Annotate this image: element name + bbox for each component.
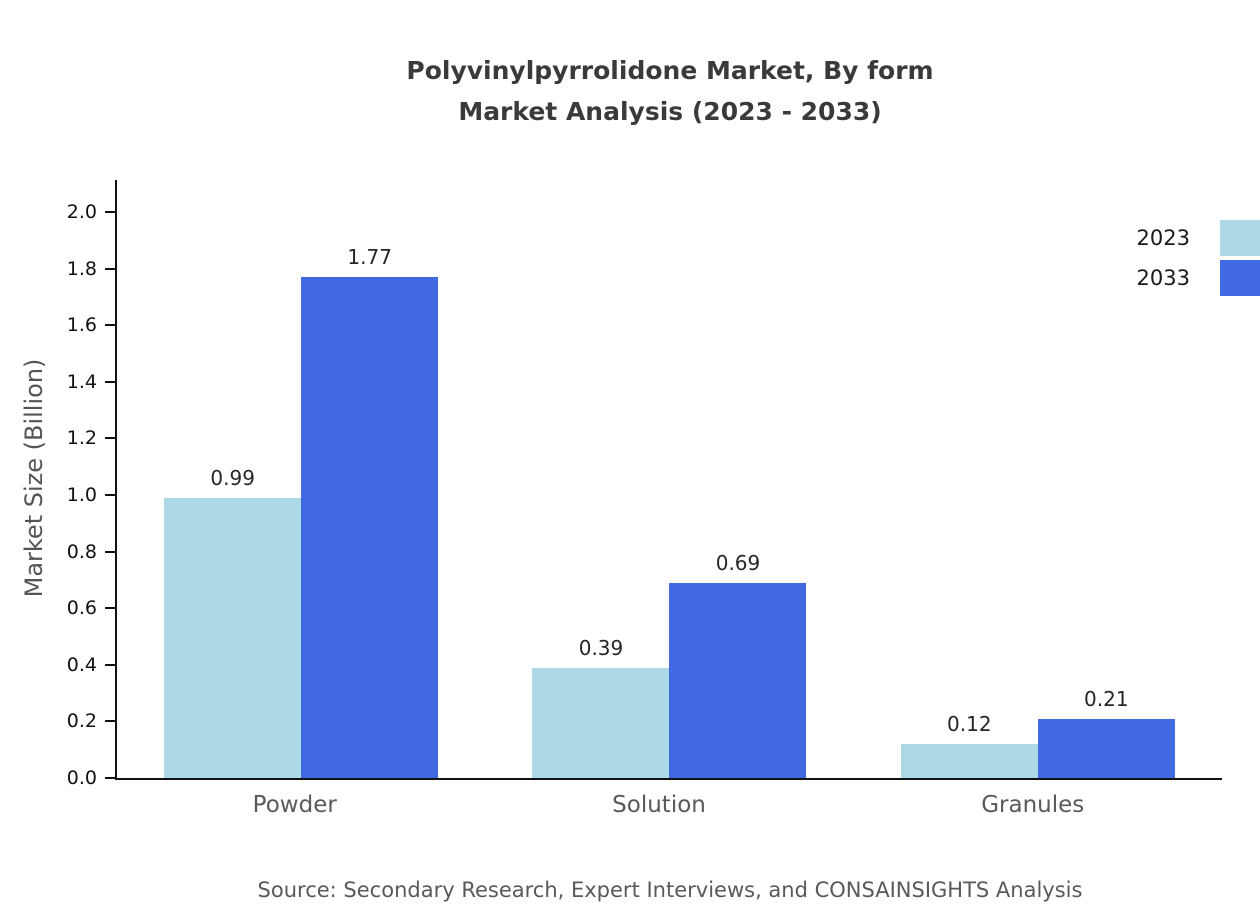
y-tick: 1.6 bbox=[67, 314, 115, 336]
y-tick-label: 0.2 bbox=[66, 710, 97, 733]
bar-granules-2023: 0.12 bbox=[900, 712, 1038, 778]
legend-swatch bbox=[1220, 220, 1260, 256]
y-tick: 1.2 bbox=[67, 427, 115, 449]
y-tick-label: 1.4 bbox=[66, 370, 97, 393]
y-tick: 2.0 bbox=[67, 201, 115, 223]
y-tick: 1.0 bbox=[67, 484, 115, 506]
y-tick-label: 0.0 bbox=[66, 767, 97, 789]
y-tick: 1.4 bbox=[67, 371, 115, 393]
bar-value-label: 0.21 bbox=[1084, 686, 1129, 711]
y-tick: 0.6 bbox=[67, 597, 115, 619]
x-category-label-solution: Solution bbox=[612, 792, 706, 818]
y-tick-label: 1.0 bbox=[66, 483, 97, 506]
y-tick-label: 1.2 bbox=[66, 427, 97, 450]
chart-title: Polyvinylpyrrolidone Market, By form Mar… bbox=[80, 50, 1260, 132]
bar-powder-2033: 1.77 bbox=[301, 245, 439, 778]
y-tick: 0.4 bbox=[67, 654, 115, 676]
legend-swatch bbox=[1220, 260, 1260, 296]
bar-value-label: 0.99 bbox=[210, 465, 255, 490]
bar-value-label: 0.69 bbox=[715, 550, 761, 575]
bar-value-label: 1.77 bbox=[347, 245, 392, 270]
legend: 2023 2033 bbox=[1090, 218, 1260, 298]
bar-value-label: 0.12 bbox=[947, 712, 992, 737]
y-axis-label: Market Size (Billion) bbox=[20, 358, 48, 598]
chart-title-line1: Polyvinylpyrrolidone Market, By form bbox=[406, 56, 934, 85]
bar-solution-2033: 0.69 bbox=[669, 551, 807, 778]
y-tick-label: 0.8 bbox=[66, 540, 97, 563]
x-axis-labels: Powder Solution Granules bbox=[115, 792, 1222, 818]
x-category-label-powder: Powder bbox=[252, 792, 337, 818]
bar-solution-2023: 0.39 bbox=[532, 636, 670, 778]
y-tick: 0.8 bbox=[67, 541, 115, 563]
legend-label: 2023 bbox=[1136, 226, 1190, 250]
y-axis-ticks: 0.0 0.2 0.4 0.6 0.8 1.0 1.2 1.4 1.6 1.8 2.0 bbox=[67, 180, 1222, 789]
y-tick-label: 2.0 bbox=[66, 200, 97, 223]
legend-label: 2033 bbox=[1136, 266, 1190, 290]
source-text: Source: Secondary Research, Expert Inter… bbox=[257, 878, 1083, 902]
y-tick: 0.0 bbox=[67, 767, 115, 789]
legend-item-2033: 2033 bbox=[1090, 258, 1260, 298]
y-tick-label: 1.8 bbox=[66, 257, 97, 280]
chart-title-line2: Market Analysis (2023 - 2033) bbox=[458, 97, 882, 126]
x-category-label-granules: Granules bbox=[981, 792, 1085, 818]
y-tick-label: 0.4 bbox=[66, 653, 97, 676]
y-tick-label: 0.6 bbox=[66, 597, 97, 620]
y-tick: 1.8 bbox=[67, 258, 115, 280]
bar-value-label: 0.39 bbox=[578, 635, 624, 660]
bar-group-powder: 0.99 1.77 bbox=[164, 245, 439, 778]
y-tick: 0.2 bbox=[67, 710, 115, 732]
y-tick-label: 1.6 bbox=[66, 314, 97, 337]
legend-item-2023: 2023 bbox=[1090, 218, 1260, 258]
bar-group-granules: 0.12 0.21 bbox=[900, 687, 1175, 778]
plot-area: 0.0 0.2 0.4 0.6 0.8 1.0 1.2 1.4 1.6 1.8 2.0 0.99 1.… bbox=[67, 180, 1222, 789]
bar-powder-2023: 0.99 bbox=[164, 466, 302, 778]
bar-granules-2033: 0.21 bbox=[1037, 687, 1175, 778]
bar-groups: 0.99 1.77 0.39 0.69 0.12 0.21 bbox=[117, 180, 1222, 778]
bar-group-solution: 0.39 0.69 bbox=[532, 551, 807, 778]
